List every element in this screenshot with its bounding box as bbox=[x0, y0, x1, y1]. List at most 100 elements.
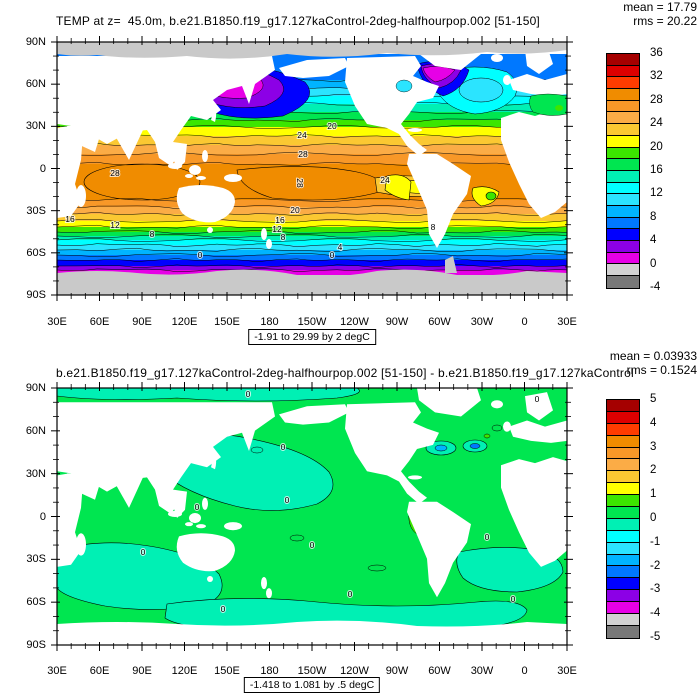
colorbar-tick-label: 3 bbox=[650, 440, 657, 453]
colorbar-tick-label: -1 bbox=[650, 535, 661, 548]
x-tick-label: 30E bbox=[47, 665, 67, 677]
x-tick-label: 150W bbox=[297, 316, 327, 328]
colorbar-segment bbox=[607, 471, 639, 484]
x-tick-label: 90W bbox=[385, 665, 409, 677]
contour-line bbox=[57, 151, 567, 156]
contour-line-label: 28 bbox=[110, 168, 120, 178]
y-tick-label: 30S bbox=[26, 553, 46, 566]
contour-line bbox=[57, 204, 567, 210]
contour-line bbox=[57, 229, 567, 234]
colorbar-segment bbox=[607, 205, 639, 218]
contour-line bbox=[57, 224, 567, 230]
colorbar-segment bbox=[607, 518, 639, 531]
contour-line bbox=[57, 243, 567, 248]
contour-line bbox=[57, 233, 567, 238]
contour-line bbox=[57, 264, 567, 269]
colorbar-segment bbox=[607, 483, 639, 496]
colorbar-tick-label: 24 bbox=[650, 117, 663, 130]
contour-line-label: 12 bbox=[272, 224, 282, 234]
antarctica-white bbox=[57, 620, 567, 645]
hudson-bay bbox=[395, 79, 413, 93]
temperature-band bbox=[57, 260, 567, 266]
x-tick-label: 30W bbox=[470, 665, 494, 677]
plot1-title: TEMP at z= 45.0m, b.e21.B1850.f19_g17.12… bbox=[56, 14, 540, 28]
plot2-title: b.e21.B1850.f19_g17.127kaControl-2deg-ha… bbox=[56, 366, 634, 380]
colorbar-tick-label: -4 bbox=[650, 281, 661, 293]
contour-line bbox=[57, 237, 567, 242]
x-tick-label: 180 bbox=[260, 665, 279, 677]
plot1-stats: mean = 17.79 rms = 20.22 bbox=[623, 0, 697, 28]
colorbar-segment bbox=[607, 495, 639, 508]
colorbar-tick-label: 1 bbox=[650, 488, 657, 501]
y-tick-label: 30N bbox=[25, 120, 46, 133]
colorbar-tick-label: 2 bbox=[650, 464, 657, 477]
colorbar-segment bbox=[607, 276, 639, 288]
y-tick-label: 30S bbox=[26, 204, 46, 217]
colorbar-tick-label: -5 bbox=[650, 631, 661, 643]
colorbar-segment bbox=[607, 264, 639, 277]
temperature-band bbox=[57, 207, 567, 214]
x-tick-label: 90E bbox=[132, 316, 152, 328]
colorbar-tick-label: 20 bbox=[650, 140, 663, 153]
temperature-band bbox=[57, 127, 567, 136]
antarctic-cap bbox=[57, 269, 567, 295]
contour-line-label: 12 bbox=[110, 220, 120, 230]
x-tick-label: 60W bbox=[428, 665, 451, 677]
x-tick-label: 150E bbox=[214, 665, 240, 677]
temperature-band bbox=[57, 227, 567, 232]
colorbar-tick-label: 32 bbox=[650, 70, 663, 83]
colorbar-segment bbox=[607, 124, 639, 136]
contour-line-label: 24 bbox=[297, 130, 307, 140]
colorbar-segment bbox=[607, 614, 639, 626]
contour-line bbox=[57, 247, 567, 253]
x-tick-label: 0 bbox=[521, 316, 528, 328]
contour-line-label: 0 bbox=[511, 594, 516, 604]
y-tick-label: 0 bbox=[39, 510, 46, 523]
contour-line-label: 24 bbox=[380, 175, 390, 185]
colorbar-segment bbox=[607, 77, 639, 90]
colorbar-segment bbox=[607, 507, 639, 519]
contour-line-label: 28 bbox=[298, 149, 308, 159]
y-tick-label: 60S bbox=[26, 246, 46, 259]
temperature-band bbox=[57, 232, 567, 236]
med-warm-spot bbox=[555, 105, 563, 111]
temperature-band bbox=[57, 236, 567, 240]
colorbar-tick-label: 0 bbox=[650, 512, 657, 524]
x-tick-label: 150W bbox=[297, 665, 327, 677]
colorbar-segment bbox=[607, 135, 639, 148]
x-tick-label: 30E bbox=[47, 316, 67, 328]
antarctic-peninsula bbox=[445, 256, 457, 273]
y-tick-label: 90S bbox=[26, 289, 46, 301]
contour-line-label: 0 bbox=[535, 394, 540, 404]
colorbar-segment bbox=[607, 590, 639, 603]
colorbar-segment bbox=[607, 182, 639, 195]
colorbar-segment bbox=[607, 100, 639, 113]
plot2-mean: mean = 0.03933 bbox=[609, 349, 697, 363]
y-tick-label: 60N bbox=[25, 424, 46, 437]
colorbar-segment bbox=[607, 578, 639, 591]
y-tick-label: 90N bbox=[25, 382, 46, 394]
contour-line bbox=[57, 212, 567, 217]
temperature-band bbox=[57, 154, 567, 164]
x-tick-label: 0 bbox=[521, 665, 528, 677]
contour-line-label: 8 bbox=[431, 222, 436, 232]
colorbar-segment bbox=[607, 65, 639, 78]
temperature-band bbox=[57, 96, 567, 104]
temperature-band bbox=[57, 145, 567, 154]
temperature-band bbox=[57, 240, 567, 245]
contour-line-label: 0 bbox=[198, 250, 203, 260]
colorbar-segment bbox=[607, 217, 639, 230]
colorbar-tick-label: 0 bbox=[650, 257, 657, 270]
contour-line-label: 0 bbox=[141, 547, 146, 557]
colorbar-tick-label: -4 bbox=[650, 607, 661, 620]
contour-line bbox=[57, 143, 567, 148]
temperature-band bbox=[57, 88, 567, 96]
contour-labels: 0 0 0 0 0 0 0 0 0 0 0 bbox=[140, 388, 541, 615]
y-tick-label: 90S bbox=[26, 639, 46, 651]
colorbar-segment bbox=[607, 159, 639, 171]
plot1-rms: rms = 20.22 bbox=[633, 13, 697, 28]
contour-line-label: 20 bbox=[327, 121, 337, 131]
contour-line-label: 16 bbox=[65, 214, 75, 224]
colorbar-segment bbox=[607, 147, 639, 160]
colorbar-tick-label: -2 bbox=[650, 559, 661, 572]
